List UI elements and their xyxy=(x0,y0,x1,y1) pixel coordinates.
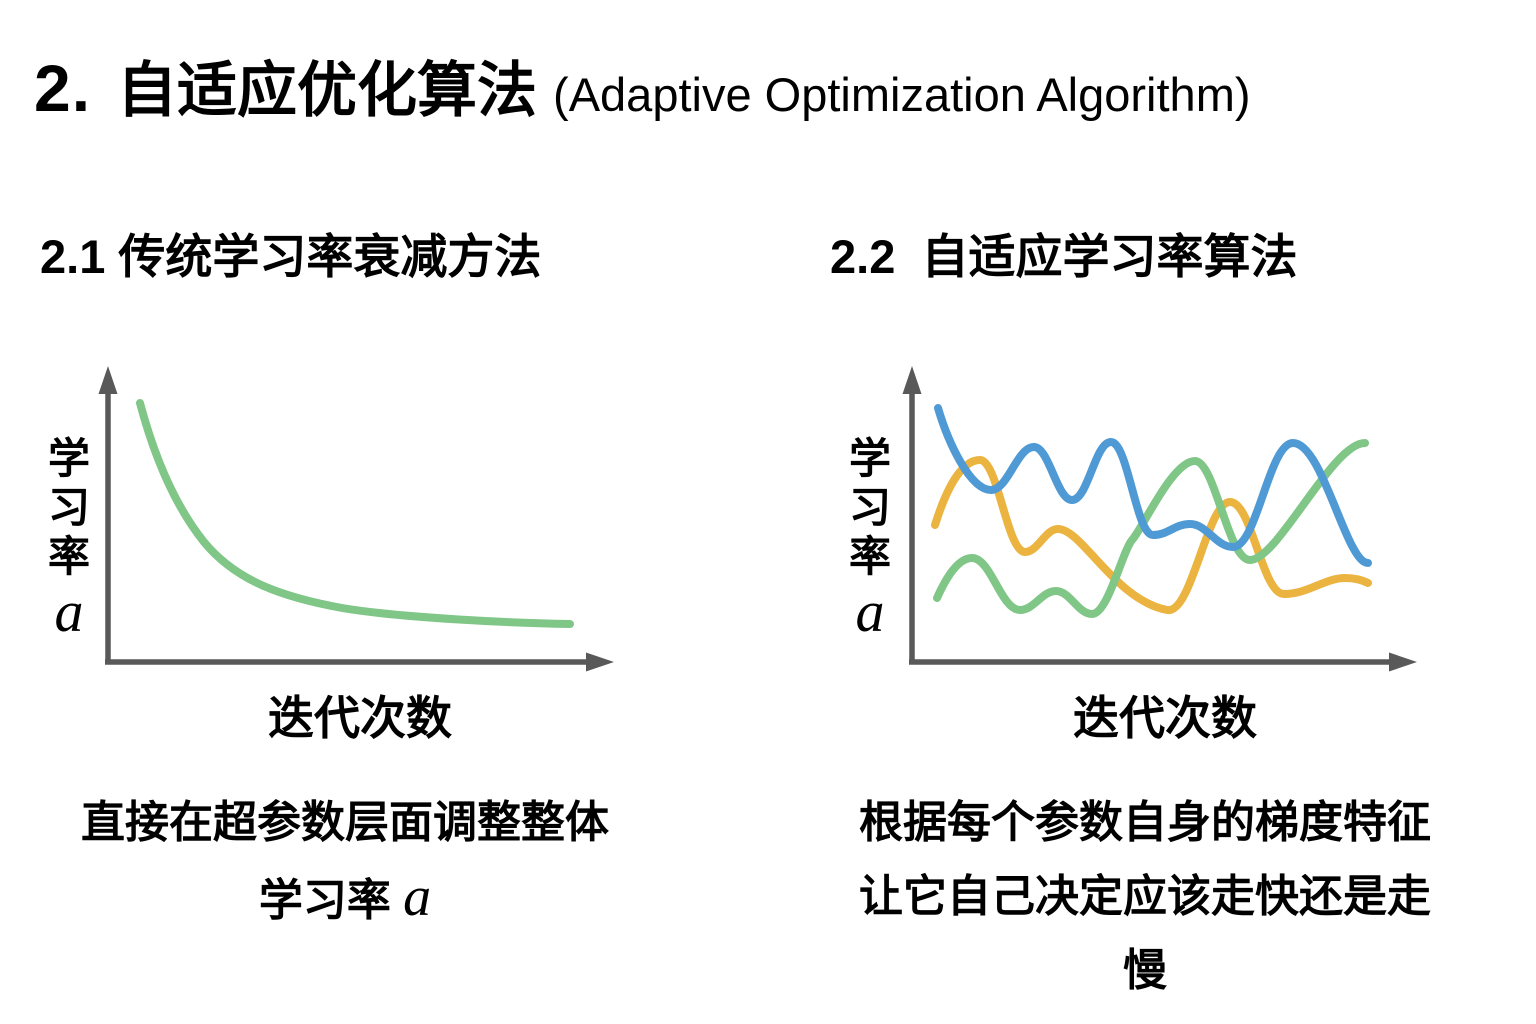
adaptive-curve-yellow xyxy=(931,455,1372,614)
right-y-axis-label-text: 学习率 xyxy=(848,435,891,580)
left-y-axis-arrowhead-icon xyxy=(98,366,118,394)
left-y-axis-variable-a: a xyxy=(54,579,84,644)
left-caption: 直接在超参数层面调整整体 学习率 a xyxy=(30,786,660,938)
left-y-axis-label-text: 学习率 xyxy=(47,435,90,580)
right-y-axis-arrowhead-icon xyxy=(902,366,922,394)
adaptive-curve-green xyxy=(933,439,1369,619)
decay-chart xyxy=(98,366,614,672)
right-y-axis-label: 学习率 a xyxy=(845,434,895,643)
left-caption-line2: 学习率 a xyxy=(30,860,660,938)
right-caption-line3: 慢 xyxy=(1123,946,1167,995)
right-y-axis-variable-a: a xyxy=(855,579,885,644)
adaptive-chart xyxy=(902,366,1417,672)
right-caption-line1: 根据每个参数自身的梯度特征 xyxy=(859,798,1431,847)
right-x-axis-label: 迭代次数 xyxy=(1073,692,1257,744)
left-y-axis-label: 学习率 a xyxy=(44,434,94,643)
left-caption-variable-a: a xyxy=(403,866,432,928)
right-caption-line2: 让它自己决定应该走快还是走 xyxy=(859,872,1431,921)
adaptive-curve-blue xyxy=(934,404,1372,567)
page-title: 2. 自适应优化算法 (Adaptive Optimization Algori… xyxy=(34,42,1251,129)
left-x-axis-arrowhead-icon xyxy=(586,652,614,672)
right-caption: 根据每个参数自身的梯度特征 让它自己决定应该走快还是走 慢 xyxy=(815,786,1475,1008)
section-heading-adaptive: 2.2 自适应学习率算法 xyxy=(830,230,1298,283)
title-number: 2. xyxy=(34,51,92,125)
title-subtitle-english: (Adaptive Optimization Algorithm) xyxy=(553,68,1251,121)
left-x-axis-label: 迭代次数 xyxy=(268,692,452,744)
left-caption-line1: 直接在超参数层面调整整体 xyxy=(81,798,609,847)
decay-curve xyxy=(136,399,574,628)
title-text: 自适应优化算法 xyxy=(117,57,538,124)
right-x-axis-arrowhead-icon xyxy=(1389,652,1417,672)
section-heading-traditional-decay: 2.1 传统学习率衰减方法 xyxy=(40,230,542,283)
left-caption-line2-text: 学习率 xyxy=(258,876,404,925)
